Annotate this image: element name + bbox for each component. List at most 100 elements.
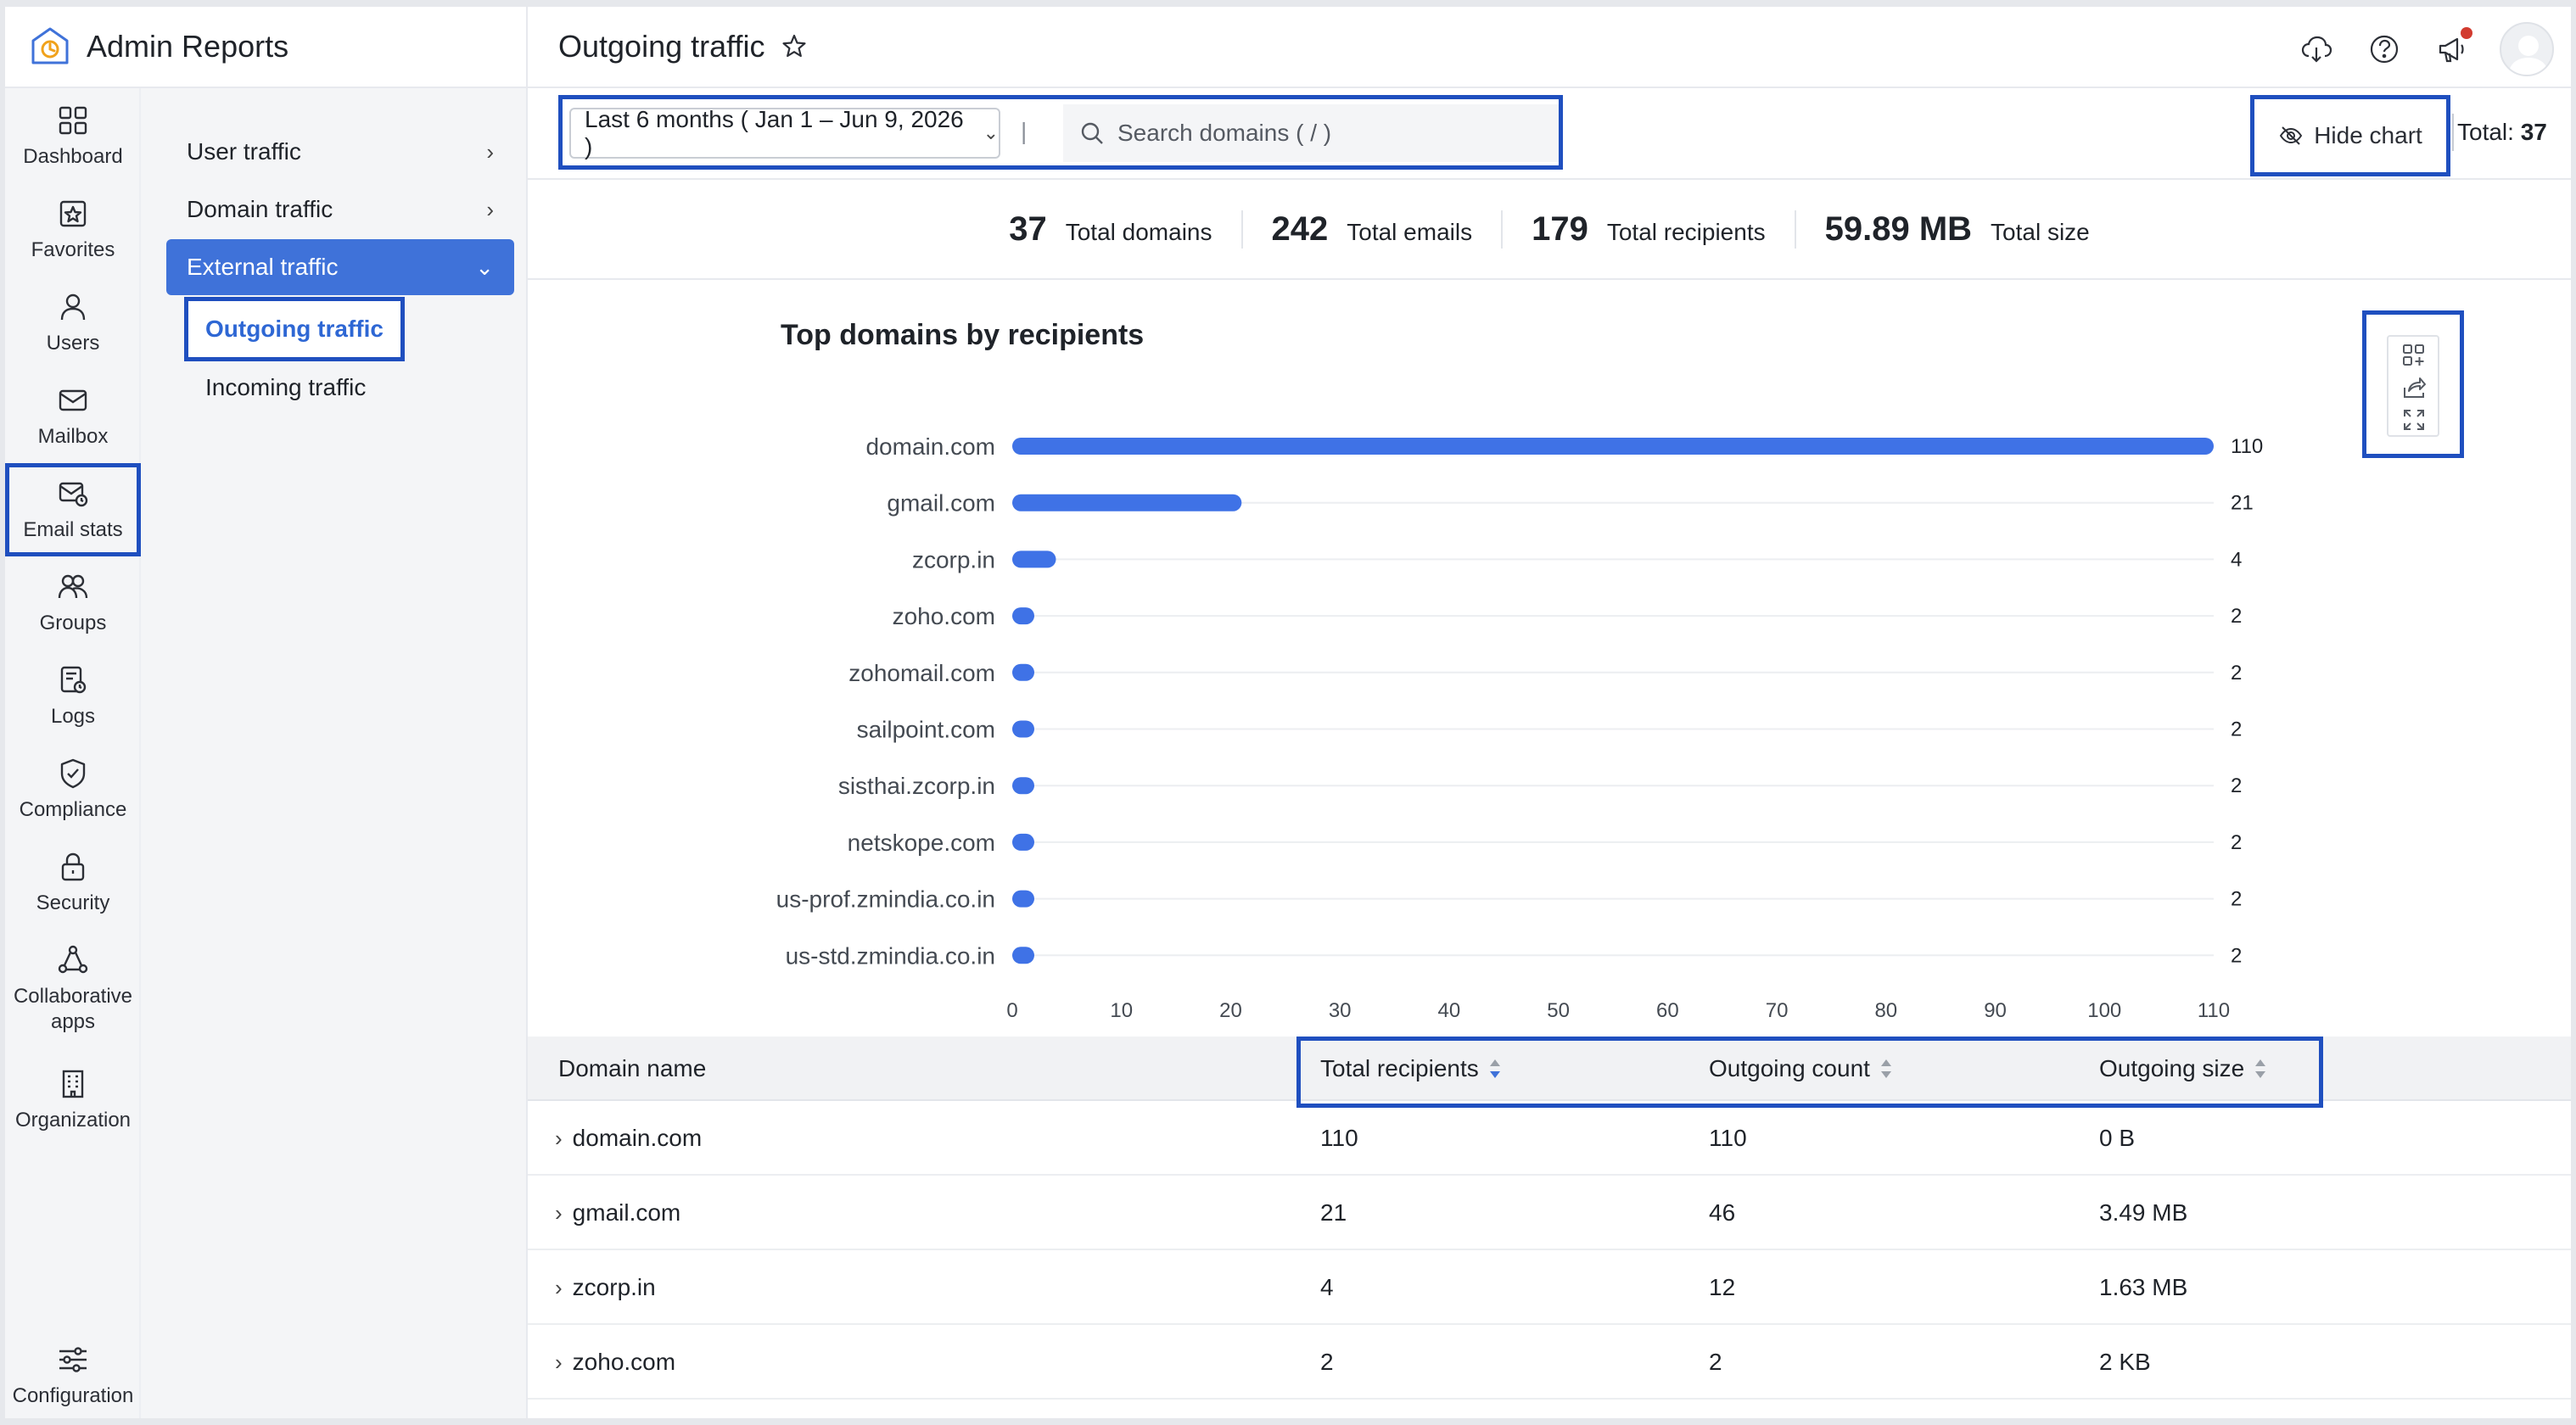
chevron-right-icon[interactable]: ›: [555, 1199, 563, 1226]
sort-active-icon[interactable]: [1487, 1057, 1503, 1081]
chart-bar: [1012, 777, 1034, 795]
email-stats-icon: [59, 482, 88, 507]
total-count: Total: 37: [2457, 119, 2547, 146]
header-actions: [2265, 22, 2554, 76]
expand-icon[interactable]: [2400, 406, 2428, 433]
chart-data-label: 2: [2231, 888, 2242, 911]
stat-value: 242: [1271, 210, 1329, 248]
help-icon[interactable]: [2367, 32, 2401, 66]
column-header-total-recipients[interactable]: Total recipients: [1320, 1037, 1503, 1101]
megaphone-icon: [2439, 37, 2464, 63]
subnav-label-user-traffic: User traffic: [187, 138, 301, 165]
chart-category-label: sisthai.zcorp.in: [838, 773, 995, 799]
chart-title: Top domains by recipients: [781, 319, 1145, 351]
subnav-child-outgoing-traffic[interactable]: Outgoing traffic: [184, 297, 405, 361]
column-header-outgoing-size[interactable]: Outgoing size: [2099, 1037, 2268, 1101]
subnav-item-user-traffic[interactable]: User traffic ›: [166, 124, 514, 180]
chevron-right-icon[interactable]: ›: [555, 1349, 563, 1375]
table-row[interactable]: › gmail.com 21 46 3.49 MB: [528, 1176, 2571, 1250]
organization-icon: [62, 1070, 84, 1098]
chart-category-label: us-prof.zmindia.co.in: [776, 886, 995, 913]
rail-item-compliance[interactable]: Compliance: [5, 743, 141, 836]
chart-data-label: 4: [2231, 548, 2242, 571]
table-row[interactable]: › zoho.com 2 2 2 KB: [528, 1325, 2571, 1400]
cell-outgoing-size: 0 B: [2099, 1125, 2136, 1151]
stat-total-recipients: 179 Total recipients: [1503, 210, 1796, 249]
rail-label-configuration: Configuration: [12, 1384, 134, 1407]
notification-dot: [2461, 27, 2472, 39]
admin-reports-logo-icon: [31, 27, 69, 64]
rail-item-logs[interactable]: Logs: [5, 650, 141, 743]
rail-item-mailbox[interactable]: Mailbox: [5, 370, 141, 463]
chart-tick-label: 10: [1110, 999, 1133, 1022]
favorites-icon: [59, 200, 87, 227]
hide-chart-button[interactable]: Hide chart: [2250, 95, 2450, 176]
rail-item-security[interactable]: Security: [5, 836, 141, 930]
bar-chart: domain.com 110 gmail.com 21 zcorp.in 4 zoho.co…: [776, 433, 2264, 1022]
chart-bar: [1012, 494, 1242, 511]
rail-item-organization[interactable]: Organization: [5, 1053, 141, 1147]
stat-value: 37: [1009, 210, 1047, 248]
search-input[interactable]: [1117, 120, 1525, 147]
chart-bar: [1012, 833, 1034, 851]
subnav-item-domain-traffic[interactable]: Domain traffic ›: [166, 182, 514, 238]
cell-outgoing-count: 12: [1709, 1274, 1736, 1300]
rail-item-favorites[interactable]: Favorites: [5, 183, 141, 277]
chart-bar: [1012, 720, 1034, 738]
chart-data-label: 2: [2231, 944, 2242, 967]
share-icon[interactable]: [2400, 374, 2428, 401]
add-widget-icon[interactable]: [2400, 342, 2428, 369]
sort-icon[interactable]: [2253, 1057, 2268, 1081]
table-row[interactable]: › domain.com 110 110 0 B: [528, 1101, 2571, 1176]
rail-label-users: Users: [46, 332, 100, 355]
rail-item-email-stats[interactable]: Email stats: [5, 463, 141, 556]
search-icon: [1081, 122, 1103, 144]
rail-label-dashboard: Dashboard: [23, 145, 123, 168]
column-header-outgoing-count[interactable]: Outgoing count: [1709, 1037, 1894, 1101]
rail-item-groups[interactable]: Groups: [5, 556, 141, 650]
sort-icon[interactable]: [1879, 1057, 1894, 1081]
rail-label-favorites: Favorites: [31, 238, 115, 261]
column-header-domain-name: Domain name: [558, 1037, 706, 1101]
chart-category-label: domain.com: [865, 433, 995, 460]
rail-item-dashboard[interactable]: Dashboard: [5, 90, 141, 183]
subnav-item-external-traffic[interactable]: External traffic ⌄: [166, 239, 514, 295]
chart-category-label: us-std.zmindia.co.in: [786, 942, 995, 969]
subnav-child-incoming-traffic[interactable]: Incoming traffic: [188, 360, 383, 416]
chart-tick-label: 90: [1984, 999, 2007, 1022]
cell-outgoing-count: 2: [1709, 1349, 1722, 1375]
cell-outgoing-size: 3.49 MB: [2099, 1199, 2188, 1226]
sliders-icon: [59, 1347, 87, 1372]
app-frame: Admin Reports Dashboard Favorites Users: [5, 7, 2571, 1418]
chart-panel: domain.com 110 gmail.com 21 zcorp.in 4 zoho.co…: [528, 280, 2571, 1037]
rail-item-configuration[interactable]: Configuration: [5, 1333, 141, 1418]
subnav-label-external-traffic: External traffic: [187, 254, 339, 280]
announcements-button[interactable]: [2435, 27, 2472, 66]
cell-domain: › domain.com: [555, 1101, 702, 1176]
stat-label: Total size: [1991, 218, 2090, 245]
chart-data-label: 2: [2231, 662, 2242, 685]
column-header-label: Outgoing count: [1709, 1055, 1870, 1081]
chart-data-label: 2: [2231, 831, 2242, 854]
app-header-brand: Admin Reports: [5, 7, 528, 88]
rail-item-collaborative-apps[interactable]: Collaborative apps: [5, 930, 141, 1048]
rail-item-users[interactable]: Users: [5, 277, 141, 370]
rail-label-mailbox: Mailbox: [37, 425, 109, 448]
chart-category-label: zoho.com: [893, 603, 995, 629]
chart-category-label: sailpoint.com: [857, 717, 995, 743]
star-icon[interactable]: [780, 32, 809, 61]
avatar[interactable]: [2500, 22, 2554, 76]
date-range-select[interactable]: Last 6 months ( Jan 1 – Jun 9, 2026 ) ⌄: [569, 106, 1000, 159]
toolbar-separator: |: [1021, 118, 1028, 144]
cell-text: zoho.com: [572, 1349, 676, 1375]
chevron-right-icon[interactable]: ›: [555, 1274, 563, 1300]
total-value: 37: [2520, 119, 2547, 145]
cloud-download-icon[interactable]: [2299, 32, 2333, 66]
chevron-right-icon[interactable]: ›: [555, 1125, 563, 1151]
chart-category-label: netskope.com: [848, 830, 995, 856]
toolbar-divider: [2452, 114, 2454, 151]
filter-group: Last 6 months ( Jan 1 – Jun 9, 2026 ) ⌄ …: [558, 95, 1563, 170]
chevron-down-icon: ⌄: [475, 254, 494, 280]
table-row[interactable]: › zcorp.in 4 12 1.63 MB: [528, 1250, 2571, 1325]
